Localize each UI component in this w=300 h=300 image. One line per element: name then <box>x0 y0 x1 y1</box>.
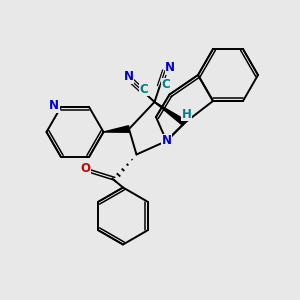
Text: N: N <box>124 70 134 83</box>
Polygon shape <box>103 126 129 132</box>
Text: C: C <box>161 78 170 91</box>
Text: C: C <box>140 83 148 96</box>
Text: N: N <box>165 61 175 74</box>
Text: N: N <box>49 99 59 112</box>
Text: N: N <box>161 134 172 148</box>
Text: O: O <box>80 162 91 176</box>
Text: H: H <box>182 107 192 121</box>
Polygon shape <box>154 102 186 125</box>
